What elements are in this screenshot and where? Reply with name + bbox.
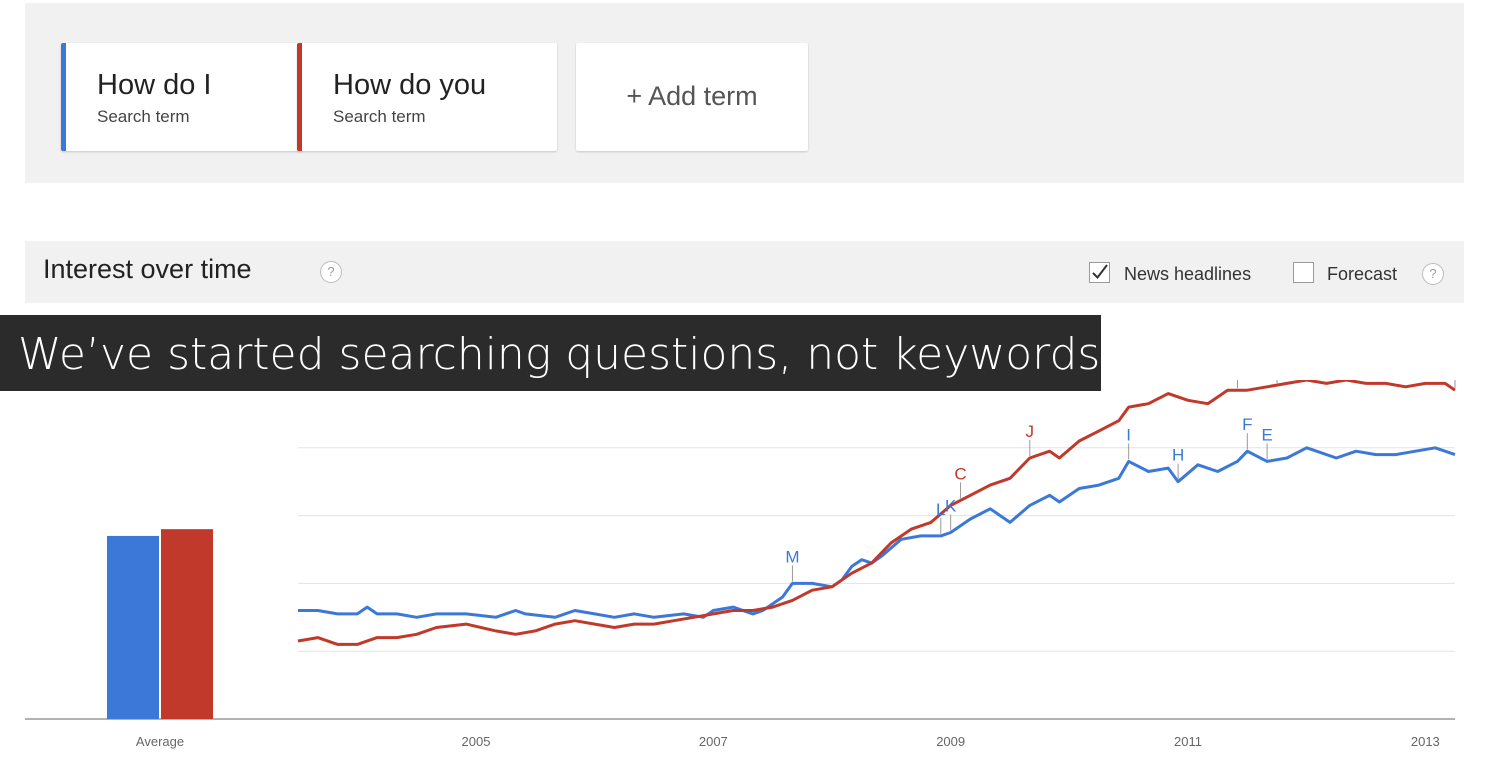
add-term-button[interactable]: + Add term bbox=[576, 43, 808, 151]
news-headlines-checkbox[interactable] bbox=[1089, 262, 1110, 283]
annotation-label: L bbox=[936, 500, 945, 519]
interest-over-time-header: Interest over time ? News headlines Fore… bbox=[25, 241, 1464, 303]
annotation-marker: D bbox=[1276, 380, 1278, 384]
annotation-marker: H bbox=[1172, 446, 1184, 480]
annotation-marker: M bbox=[785, 547, 800, 582]
average-bar bbox=[107, 535, 159, 719]
annotation-label: F bbox=[1242, 415, 1252, 434]
annotation-label: C bbox=[954, 464, 966, 483]
news-annotations: M LK J I H G FE D C B bbox=[785, 380, 1456, 582]
term-sublabel: Search term bbox=[333, 107, 426, 126]
annotation-marker: G bbox=[1236, 380, 1238, 389]
x-tick-label: 2011 bbox=[1174, 734, 1202, 749]
term-name: How do you bbox=[333, 69, 487, 101]
help-icon[interactable]: ? bbox=[320, 261, 342, 283]
term-color-stripe bbox=[61, 43, 66, 151]
annotation-marker: K bbox=[945, 497, 957, 531]
search-terms-bar: How do I Search term How do you Search t… bbox=[25, 3, 1464, 183]
x-tick-label: 2005 bbox=[462, 734, 491, 749]
annotation-marker: I bbox=[1126, 425, 1131, 460]
checkmark-icon bbox=[1092, 264, 1108, 280]
chart-gridlines bbox=[25, 447, 1455, 720]
series-line bbox=[298, 446, 1456, 619]
term-card-how-do-i[interactable]: How do I Search term bbox=[61, 43, 303, 151]
term-card-how-do-you[interactable]: How do you Search term bbox=[297, 43, 557, 151]
annotation-marker: L bbox=[936, 500, 946, 534]
average-bars bbox=[107, 529, 213, 719]
term-color-stripe bbox=[297, 43, 302, 151]
average-bar bbox=[161, 529, 213, 719]
annotation-label: I bbox=[1126, 425, 1131, 444]
interest-chart: M LK J I H G FE D C B Average 2005 2007 2009 2011 2013 bbox=[25, 380, 1456, 749]
section-title: Interest over time bbox=[43, 254, 252, 284]
annotation-label: E bbox=[1261, 425, 1272, 444]
chart-series bbox=[297, 380, 1456, 646]
annotation-marker: E bbox=[1261, 425, 1273, 460]
annotation-label: J bbox=[1026, 422, 1035, 441]
annotation-marker: C bbox=[954, 464, 967, 499]
annotation-marker: B bbox=[1454, 380, 1456, 389]
x-tick-label: 2009 bbox=[936, 734, 965, 749]
annotation-marker: J bbox=[1026, 422, 1035, 456]
x-tick-label: 2013 bbox=[1411, 734, 1440, 749]
term-sublabel: Search term bbox=[97, 107, 190, 126]
annotation-label: H bbox=[1172, 446, 1184, 465]
forecast-checkbox[interactable] bbox=[1293, 262, 1314, 283]
annotation-label: K bbox=[945, 497, 957, 516]
annotation-label: M bbox=[785, 547, 799, 566]
x-tick-label: Average bbox=[136, 734, 184, 749]
forecast-label: Forecast bbox=[1327, 264, 1398, 284]
caption-text: We’ve started searching questions, not k… bbox=[18, 329, 1101, 380]
x-tick-label: 2007 bbox=[699, 734, 728, 749]
news-headlines-label: News headlines bbox=[1124, 264, 1252, 284]
series-line bbox=[297, 380, 1456, 646]
annotation-marker: F bbox=[1242, 415, 1253, 450]
forecast-help-icon[interactable]: ? bbox=[1422, 263, 1444, 285]
term-name: How do I bbox=[97, 69, 212, 101]
x-axis: Average 2005 2007 2009 2011 2013 bbox=[136, 734, 1440, 749]
caption-banner: We’ve started searching questions, not k… bbox=[0, 315, 1101, 391]
add-term-label: + Add term bbox=[626, 81, 758, 111]
